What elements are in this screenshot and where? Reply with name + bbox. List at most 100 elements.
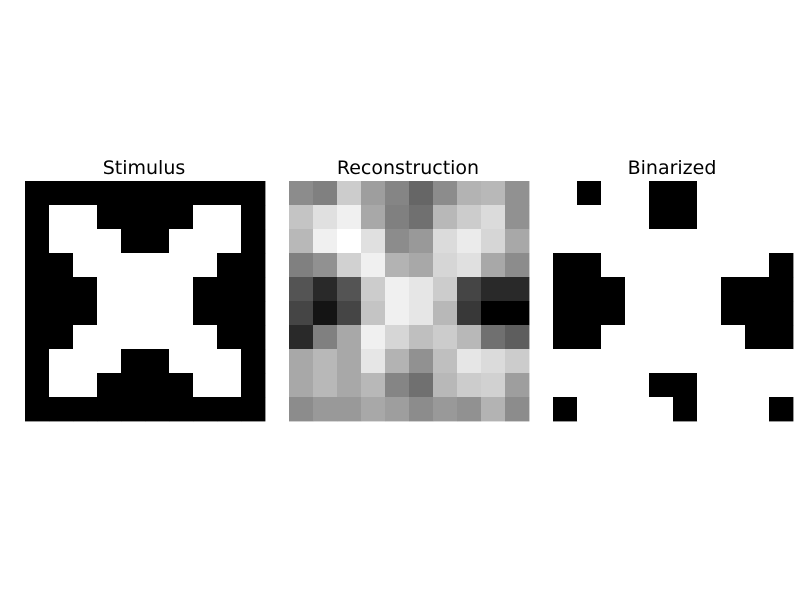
stimulus-cell-r3-c4 [121,253,146,278]
stimulus-cell-r0-c1 [49,181,74,206]
binarized-cell-r3-c6 [697,253,722,278]
stimulus-cell-r9-c5 [145,397,170,422]
binarized-cell-r6-c0 [553,325,578,350]
reconstruction-cell-r5-c7 [457,301,482,326]
stimulus-cell-r3-c3 [97,253,122,278]
binarized-cell-r4-c4 [649,277,674,302]
reconstruction-cell-r9-c1 [313,397,338,422]
binarized-cell-r0-c2 [601,181,626,206]
stimulus-cell-r2-c3 [97,229,122,254]
stimulus-cell-r1-c2 [73,205,98,230]
binarized-cell-r0-c0 [553,181,578,206]
reconstruction-cell-r7-c9 [505,349,530,374]
stimulus-cell-r6-c2 [73,325,98,350]
reconstruction-cell-r1-c5 [409,205,434,230]
stimulus-cell-r3-c8 [217,253,242,278]
binarized-cell-r5-c2 [601,301,626,326]
binarized-cell-r4-c8 [745,277,770,302]
binarized-cell-r2-c1 [577,229,602,254]
binarized-cell-r4-c2 [601,277,626,302]
stimulus-cell-r7-c0 [25,349,50,374]
stimulus-cell-r2-c1 [49,229,74,254]
reconstruction-cell-r4-c1 [313,277,338,302]
binarized-cell-r5-c1 [577,301,602,326]
reconstruction-cell-r7-c5 [409,349,434,374]
stimulus-cell-r9-c9 [241,397,266,422]
reconstruction-cell-r3-c8 [481,253,506,278]
reconstruction-cell-r8-c3 [361,373,386,398]
stimulus-panel: Stimulus [25,157,266,422]
reconstruction-cell-r0-c6 [433,181,458,206]
stimulus-cell-r5-c6 [169,301,194,326]
binarized-cell-r7-c3 [625,349,650,374]
stimulus-cell-r7-c3 [97,349,122,374]
binarized-cell-r7-c4 [649,349,674,374]
binarized-cell-r1-c1 [577,205,602,230]
reconstruction-cell-r6-c7 [457,325,482,350]
stimulus-cell-r4-c6 [169,277,194,302]
stimulus-cell-r0-c7 [193,181,218,206]
binarized-cell-r8-c1 [577,373,602,398]
reconstruction-cell-r8-c1 [313,373,338,398]
stimulus-cell-r6-c6 [169,325,194,350]
binarized-cells [553,181,794,422]
binarized-cell-r2-c3 [625,229,650,254]
binarized-cell-r8-c9 [769,373,794,398]
binarized-cell-r1-c7 [721,205,746,230]
stimulus-cell-r8-c8 [217,373,242,398]
stimulus-cell-r8-c5 [145,373,170,398]
reconstruction-cell-r9-c3 [361,397,386,422]
stimulus-cell-r4-c7 [193,277,218,302]
binarized-cell-r4-c0 [553,277,578,302]
stimulus-cell-r9-c4 [121,397,146,422]
stimulus-cell-r1-c5 [145,205,170,230]
stimulus-cell-r3-c7 [193,253,218,278]
reconstruction-cell-r1-c8 [481,205,506,230]
reconstruction-cell-r3-c0 [289,253,314,278]
reconstruction-cell-r6-c4 [385,325,410,350]
reconstruction-cell-r2-c7 [457,229,482,254]
reconstruction-cell-r1-c6 [433,205,458,230]
reconstruction-cell-r2-c2 [337,229,362,254]
binarized-cell-r5-c4 [649,301,674,326]
reconstruction-cell-r6-c5 [409,325,434,350]
stimulus-cell-r9-c6 [169,397,194,422]
binarized-cell-r6-c8 [745,325,770,350]
binarized-cell-r6-c1 [577,325,602,350]
binarized-cell-r9-c7 [721,397,746,422]
binarized-cell-r9-c8 [745,397,770,422]
stimulus-cell-r6-c4 [121,325,146,350]
reconstruction-cell-r7-c6 [433,349,458,374]
reconstruction-cell-r2-c4 [385,229,410,254]
stimulus-cell-r0-c9 [241,181,266,206]
stimulus-cell-r5-c1 [49,301,74,326]
binarized-cell-r9-c4 [649,397,674,422]
stimulus-cell-r4-c5 [145,277,170,302]
stimulus-cell-r5-c2 [73,301,98,326]
reconstruction-cell-r8-c6 [433,373,458,398]
binarized-cell-r8-c3 [625,373,650,398]
binarized-cell-r7-c7 [721,349,746,374]
stimulus-cell-r5-c0 [25,301,50,326]
reconstruction-cell-r3-c1 [313,253,338,278]
stimulus-cell-r6-c7 [193,325,218,350]
reconstruction-cell-r3-c6 [433,253,458,278]
stimulus-cell-r8-c2 [73,373,98,398]
reconstruction-cell-r1-c7 [457,205,482,230]
binarized-cell-r6-c2 [601,325,626,350]
reconstruction-cell-r5-c0 [289,301,314,326]
stimulus-cell-r4-c1 [49,277,74,302]
reconstruction-cell-r4-c9 [505,277,530,302]
binarized-cell-r7-c9 [769,349,794,374]
binarized-cell-r5-c8 [745,301,770,326]
reconstruction-cell-r3-c4 [385,253,410,278]
stimulus-cell-r0-c5 [145,181,170,206]
binarized-title: Binarized [628,157,717,179]
reconstruction-cell-r4-c4 [385,277,410,302]
binarized-cell-r3-c7 [721,253,746,278]
binarized-cell-r2-c4 [649,229,674,254]
reconstruction-cell-r9-c6 [433,397,458,422]
reconstruction-cell-r4-c2 [337,277,362,302]
binarized-cell-r8-c0 [553,373,578,398]
